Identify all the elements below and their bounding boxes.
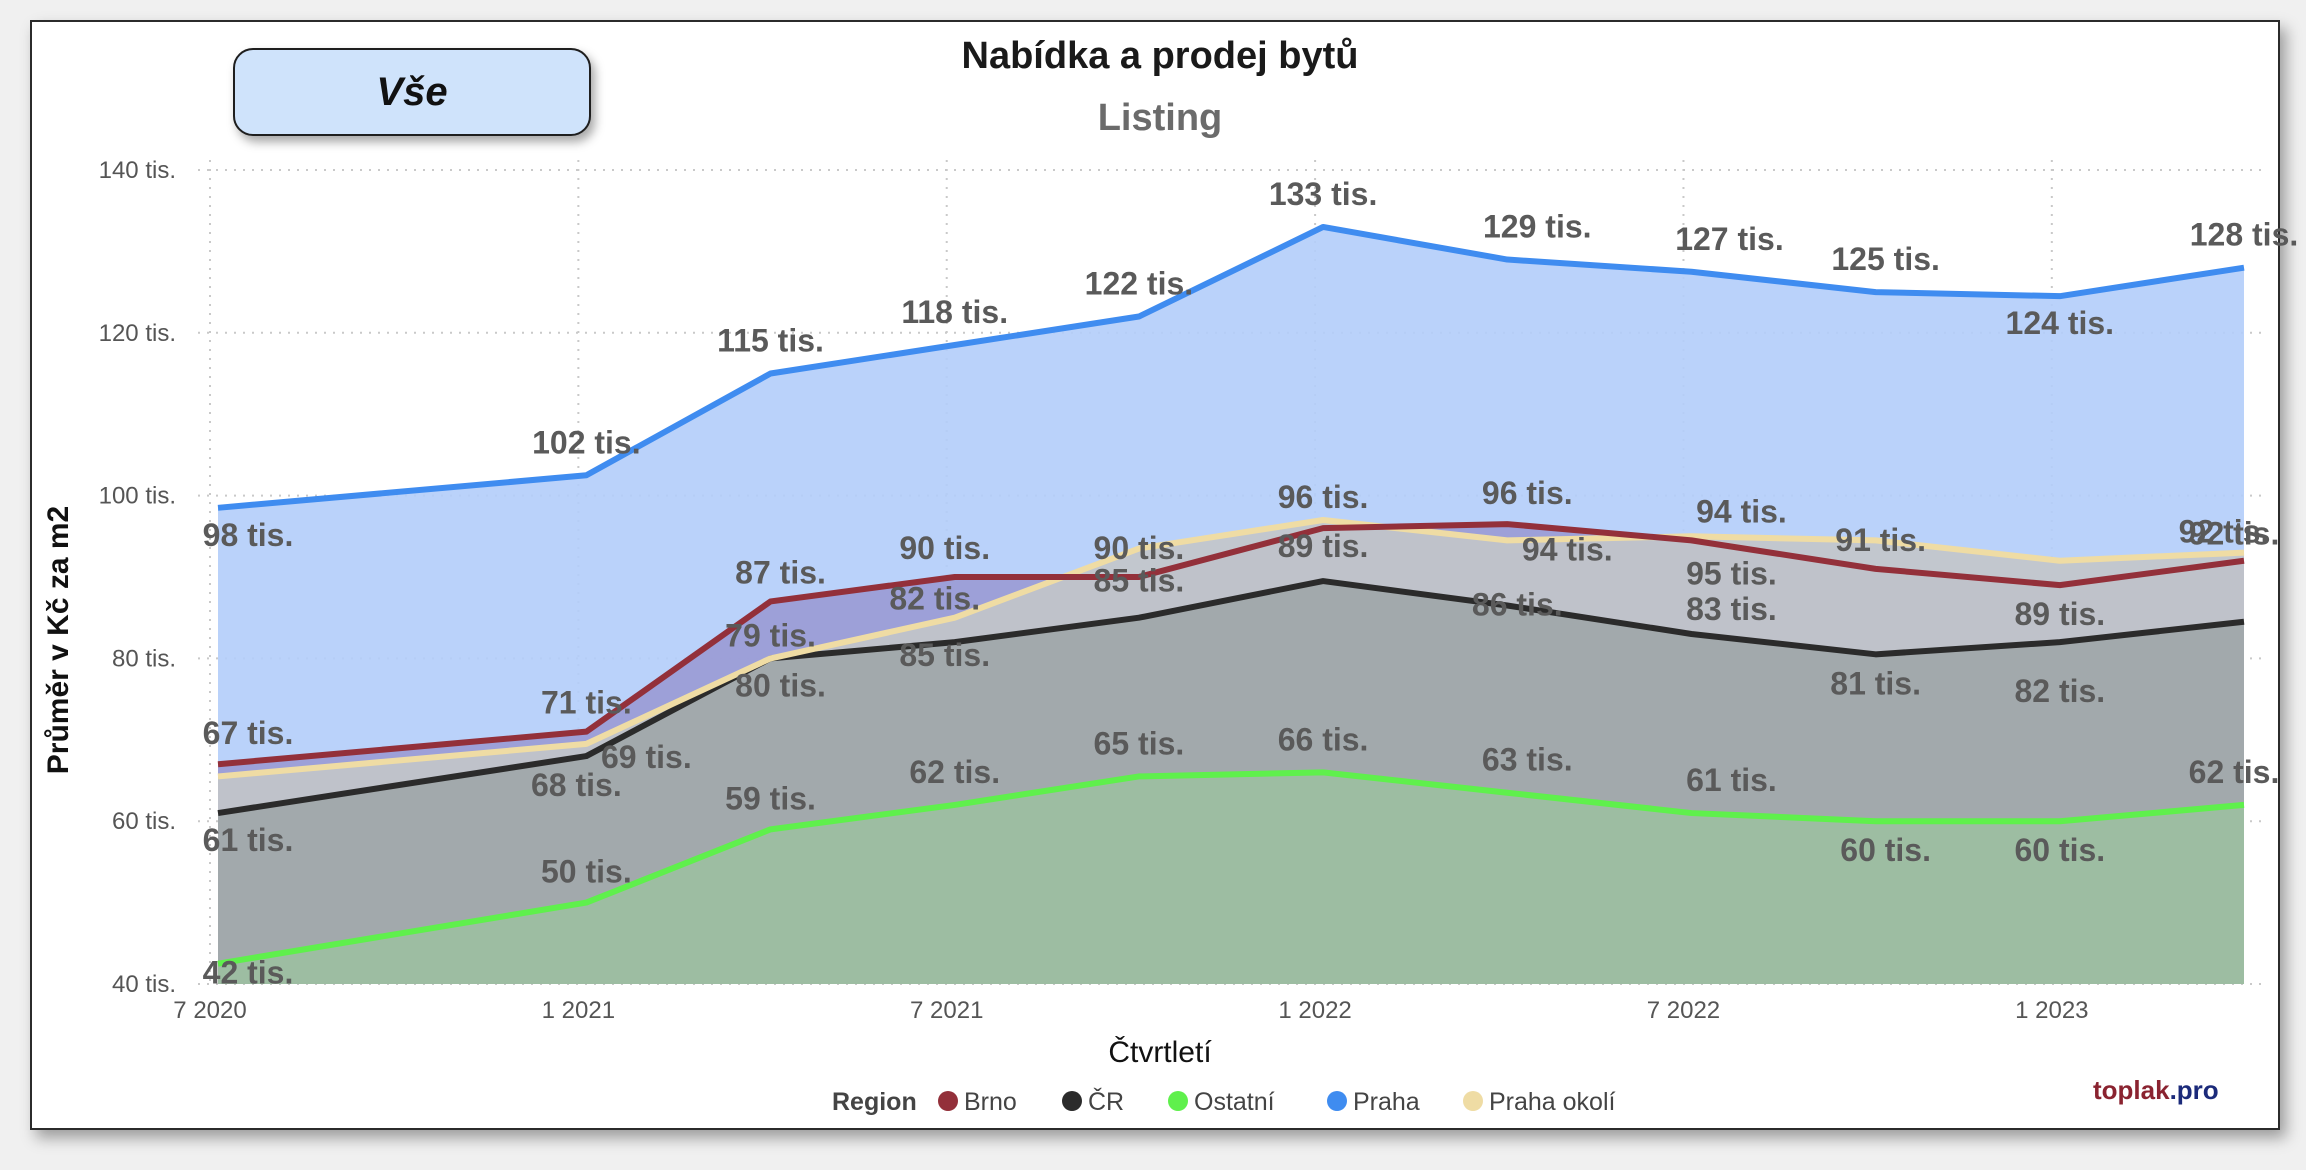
y-tick-label: 140 tis. <box>99 157 176 184</box>
data-label-praha: 128 tis. <box>2190 217 2299 253</box>
data-label-ostatni: 60 tis. <box>1840 832 1931 868</box>
data-label-cr: 68 tis. <box>531 767 622 803</box>
data-label-praha: 127 tis. <box>1675 221 1784 257</box>
x-tick-label: 1 2023 <box>2015 997 2088 1024</box>
legend-label: Brno <box>964 1088 1017 1116</box>
line-praha <box>217 223 2245 511</box>
data-label-praha: 102 tis. <box>532 424 641 460</box>
brand-domain: .pro <box>2169 1075 2219 1105</box>
y-tick-label: 100 tis. <box>99 483 176 510</box>
data-label-praha: 133 tis. <box>1269 176 1378 212</box>
data-label-praha: 125 tis. <box>1831 241 1940 277</box>
line-praha-okoli <box>217 517 2245 780</box>
chart-title: Nabídka a prodej bytů <box>962 35 1359 77</box>
series-areas <box>218 226 2244 985</box>
legend-item-praha-okoli[interactable]: Praha okolí <box>1463 1088 1616 1116</box>
data-labels: 98 tis. 102 tis. 115 tis. 118 tis. 122 tis. 1… <box>203 176 2299 991</box>
x-tick-label: 7 2020 <box>173 997 246 1024</box>
legend-marker <box>1062 1091 1082 1111</box>
data-label-cr: 83 tis. <box>1686 591 1777 627</box>
data-label-ostatni: 62 tis. <box>909 754 1000 790</box>
brand-logo: toplak.pro <box>2093 1075 2219 1106</box>
x-tick-label: 1 2022 <box>1278 997 1351 1024</box>
data-label-brno: 89 tis. <box>2014 596 2105 632</box>
legend-label: Praha okolí <box>1489 1088 1616 1116</box>
data-label-cr: 81 tis. <box>1830 665 1921 701</box>
legend-marker <box>1168 1091 1188 1111</box>
line-ostatni <box>217 769 2245 967</box>
data-label-praha-okoli: 92 tis. <box>2189 516 2280 552</box>
data-label-ostatni: 50 tis. <box>541 854 632 890</box>
data-label-praha-okoli: 69 tis. <box>601 739 692 775</box>
y-axis-ticks: 40 tis. 60 tis. 80 tis. 100 tis. 120 tis. 140… <box>99 157 176 998</box>
y-tick-label: 80 tis. <box>112 645 176 672</box>
region-slicer-button[interactable]: Vše <box>233 48 591 136</box>
data-label-ostatni: 60 tis. <box>2014 832 2105 868</box>
legend-marker <box>1463 1091 1483 1111</box>
legend-label: ČR <box>1088 1087 1124 1116</box>
legend-label: Ostatní <box>1194 1088 1275 1116</box>
data-label-cr: 86 tis. <box>1472 586 1563 622</box>
data-label-brno: 71 tis. <box>541 685 632 721</box>
x-tick-label: 7 2021 <box>910 997 983 1024</box>
data-label-brno: 67 tis. <box>203 715 294 751</box>
data-label-cr: 89 tis. <box>1278 528 1369 564</box>
data-label-praha-okoli: 94 tis. <box>1522 531 1613 567</box>
line-cr <box>217 578 2245 817</box>
legend-item-cr[interactable]: ČR <box>1062 1087 1124 1116</box>
series-lines <box>217 223 2245 967</box>
legend-label: Praha <box>1353 1088 1420 1116</box>
y-tick-label: 40 tis. <box>112 971 176 998</box>
data-label-brno: 87 tis. <box>735 554 826 590</box>
data-label-ostatni: 42 tis. <box>203 955 294 991</box>
data-label-brno: 94 tis. <box>1696 493 1787 529</box>
brand-name: toplak <box>2093 1075 2170 1105</box>
data-label-brno: 90 tis. <box>1094 530 1185 566</box>
legend-marker <box>1327 1091 1347 1111</box>
data-label-praha-okoli: 95 tis. <box>1686 555 1777 591</box>
data-label-cr: 85 tis. <box>899 637 990 673</box>
data-label-praha: 118 tis. <box>901 294 1008 330</box>
x-axis-ticks: 7 2020 1 2021 7 2021 1 2022 7 2022 1 2023 <box>173 997 2088 1024</box>
data-label-brno: 90 tis. <box>899 530 990 566</box>
legend-marker <box>938 1091 958 1111</box>
data-label-brno: 96 tis. <box>1482 475 1573 511</box>
chart-subtitle: Listing <box>1098 97 1223 139</box>
data-label-cr: 61 tis. <box>203 822 294 858</box>
data-label-praha: 122 tis. <box>1085 266 1194 302</box>
data-label-cr: 85 tis. <box>1094 563 1185 599</box>
data-label-praha: 115 tis. <box>717 323 824 359</box>
data-label-praha-okoli: 79 tis. <box>725 617 816 653</box>
x-tick-label: 7 2022 <box>1647 997 1720 1024</box>
x-axis-title: Čtvrtletí <box>1108 1035 1212 1069</box>
legend-title: Region <box>832 1088 917 1116</box>
data-label-praha: 129 tis. <box>1483 209 1592 245</box>
data-label-ostatni: 66 tis. <box>1278 721 1369 757</box>
data-label-cr: 80 tis. <box>735 667 826 703</box>
data-label-ostatni: 59 tis. <box>725 780 816 816</box>
legend: Region Brno ČR Ostatní Praha Praha okolí <box>832 1087 1616 1116</box>
y-axis-title: Průměr v Kč za m2 <box>42 506 75 774</box>
data-label-brno: 96 tis. <box>1278 479 1369 515</box>
data-label-brno: 91 tis. <box>1835 522 1926 558</box>
x-tick-label: 1 2021 <box>542 997 615 1024</box>
line-brno <box>217 521 2245 768</box>
data-label-brno: 92 tis. <box>2179 514 2270 550</box>
data-label-praha-okoli: 82 tis. <box>889 581 980 617</box>
data-label-ostatni: 65 tis. <box>1094 725 1185 761</box>
data-label-praha: 124 tis. <box>2006 305 2115 341</box>
data-label-ostatni: 61 tis. <box>1686 762 1777 798</box>
legend-item-brno[interactable]: Brno <box>938 1088 1017 1116</box>
data-label-ostatni: 63 tis. <box>1482 742 1573 778</box>
data-label-cr: 82 tis. <box>2014 673 2105 709</box>
legend-item-praha[interactable]: Praha <box>1327 1088 1420 1116</box>
data-label-praha: 98 tis. <box>203 517 294 553</box>
y-tick-label: 60 tis. <box>112 808 176 835</box>
y-tick-label: 120 tis. <box>99 320 176 347</box>
data-label-ostatni: 62 tis. <box>2189 754 2280 790</box>
area-ostatni <box>218 772 2244 984</box>
legend-item-ostatni[interactable]: Ostatní <box>1168 1088 1275 1116</box>
